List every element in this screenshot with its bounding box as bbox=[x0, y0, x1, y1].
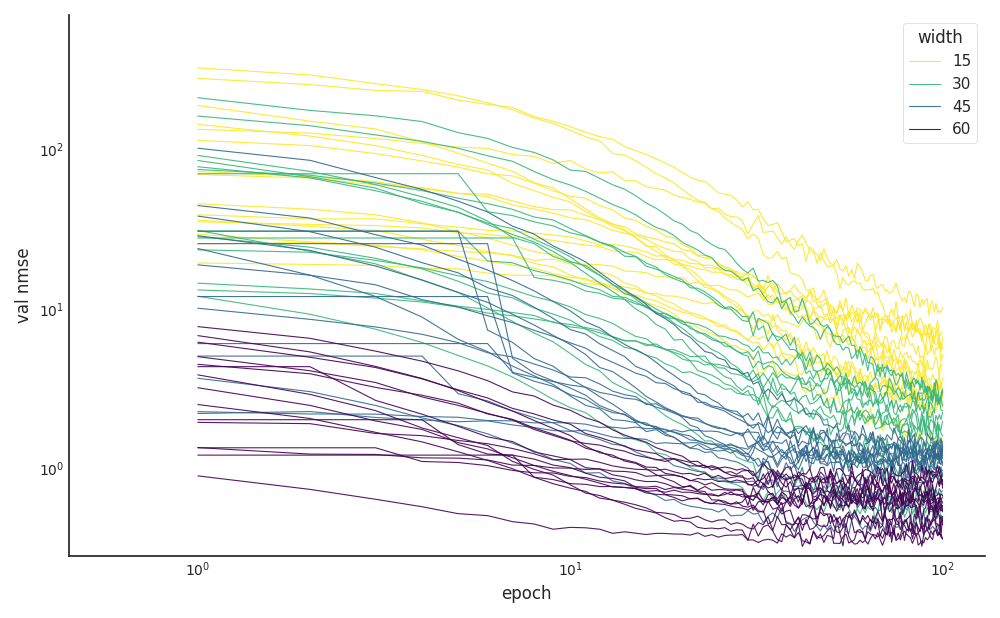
Legend: 15, 30, 45, 60: 15, 30, 45, 60 bbox=[903, 23, 977, 143]
Y-axis label: val nmse: val nmse bbox=[15, 248, 33, 323]
X-axis label: epoch: epoch bbox=[502, 585, 552, 603]
